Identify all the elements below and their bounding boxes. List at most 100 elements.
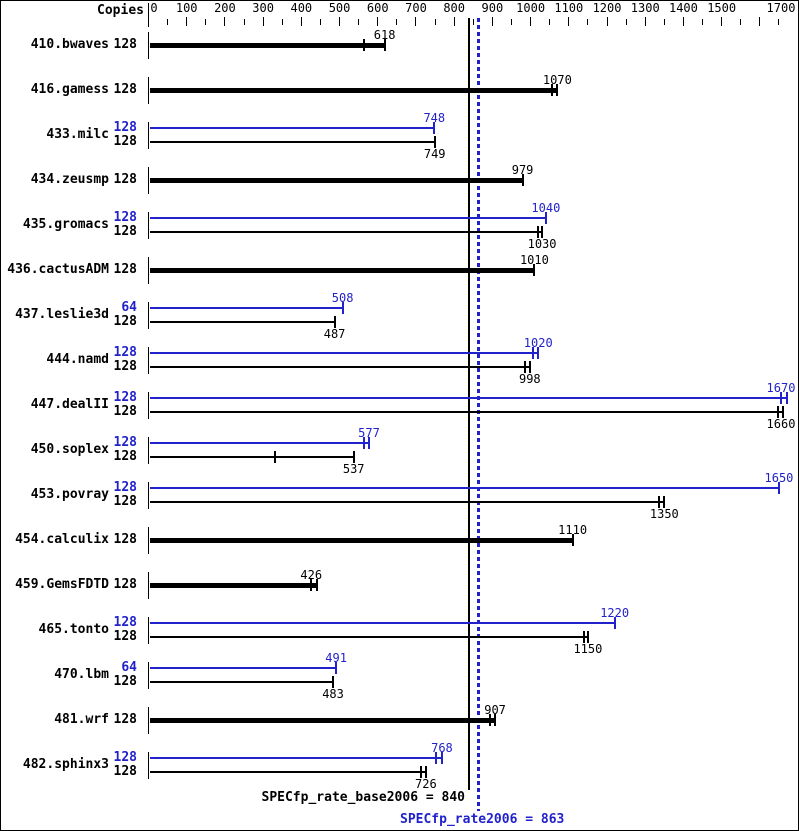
result-bar-base [149, 366, 530, 368]
value-label: 726 [415, 777, 437, 791]
copies-label: 64 [121, 660, 137, 675]
benchmark-label: 459.GemsFDTD [15, 577, 109, 592]
axis-label: 700 [405, 1, 427, 15]
axis-major-tick [721, 17, 723, 26]
copies-label: 128 [113, 82, 137, 97]
copies-label: 128 [113, 390, 137, 405]
axis-major-tick [224, 17, 226, 26]
specfp-rate-peak-result: SPECfp_rate2006 = 863 [400, 812, 565, 827]
axis-minor-tick [549, 19, 551, 25]
benchmark-label: 481.wrf [54, 712, 109, 727]
axis-label: 1400 [668, 1, 698, 15]
group-axis-segment [148, 167, 149, 194]
copies-label: 128 [113, 615, 137, 630]
copies-label: 128 [113, 629, 137, 644]
run-tick [363, 437, 366, 449]
result-bar-base [149, 582, 317, 588]
group-axis-segment [148, 122, 149, 149]
copies-label: 128 [113, 224, 137, 239]
specfp-rate-base-result: SPECfp_rate_base2006 = 840 [261, 790, 466, 805]
run-tick [533, 264, 536, 276]
group-axis-segment [148, 707, 149, 734]
axis-minor-tick [281, 19, 283, 25]
reference-line-peak [476, 18, 480, 811]
run-tick [777, 482, 780, 494]
run-tick [310, 579, 313, 591]
copies-label: 128 [113, 172, 137, 187]
result-bar-base [149, 177, 523, 183]
result-bar-base [149, 501, 665, 503]
benchmark-label: 433.milc [46, 127, 109, 142]
value-label: 749 [423, 147, 446, 161]
axis-label: 1000 [516, 1, 546, 15]
result-bar-base [149, 321, 335, 323]
axis-minor-tick [243, 19, 245, 25]
copies-label: 128 [113, 577, 137, 592]
benchmark-label: 436.cactusADM [7, 262, 109, 277]
group-axis-segment [148, 662, 149, 689]
run-tick [537, 226, 540, 238]
group-axis-segment [148, 482, 149, 509]
value-label: 1350 [649, 507, 679, 521]
axis-origin-line [148, 3, 149, 27]
run-tick [785, 392, 788, 404]
run-tick [335, 662, 338, 674]
benchmark-label: 470.lbm [54, 667, 109, 682]
benchmark-label: 435.gromacs [22, 217, 109, 232]
axis-major-tick [339, 17, 341, 26]
value-label: 768 [431, 741, 453, 755]
axis-minor-tick [702, 19, 704, 25]
run-tick [352, 451, 355, 463]
axis-major-tick [606, 17, 608, 26]
run-tick [531, 347, 534, 359]
copies-label: 128 [113, 750, 137, 765]
run-tick [424, 766, 427, 778]
axis-label: 500 [328, 1, 351, 15]
axis-major-tick [415, 17, 417, 26]
run-tick [433, 136, 436, 148]
run-tick [613, 617, 616, 629]
value-label: 487 [323, 327, 346, 341]
result-bar-base [149, 141, 435, 143]
copies-label: 128 [113, 345, 137, 360]
value-label: 1150 [573, 642, 603, 656]
result-bar-peak [149, 397, 787, 399]
value-label: 1660 [766, 417, 796, 431]
benchmark-label: 453.povray [30, 487, 109, 502]
group-axis-segment [148, 77, 149, 104]
result-bar-base [149, 537, 573, 543]
copies-label: 64 [121, 300, 137, 315]
copies-label: 128 [113, 435, 137, 450]
run-tick [435, 752, 438, 764]
axis-major-tick [797, 17, 798, 26]
group-axis-segment [148, 257, 149, 284]
run-tick [489, 714, 492, 726]
result-bar-base [149, 681, 334, 683]
group-axis-segment [148, 617, 149, 644]
copies-label: 128 [113, 37, 137, 52]
result-bar-base [149, 771, 426, 773]
group-axis-segment [148, 527, 149, 554]
value-label: 1220 [600, 606, 630, 620]
result-bar-base [149, 231, 543, 233]
run-tick [551, 84, 554, 96]
axis-label: 800 [443, 1, 466, 15]
copies-label: 128 [113, 449, 137, 464]
copies-label: 128 [113, 674, 137, 689]
result-bar-base [149, 87, 558, 93]
benchmark-label: 454.calculix [15, 532, 109, 547]
copies-column-header: Copies [97, 3, 144, 18]
axis-minor-tick [740, 19, 742, 25]
result-bar-peak [149, 622, 615, 624]
copies-label: 128 [113, 532, 137, 547]
axis-major-tick [262, 17, 264, 26]
value-label: 1110 [558, 523, 588, 537]
copies-label: 128 [113, 404, 137, 419]
run-tick [362, 39, 365, 51]
axis-label: 1500 [707, 1, 737, 15]
reference-line-base [468, 18, 471, 790]
axis-major-tick [682, 17, 684, 26]
copies-label: 128 [113, 480, 137, 495]
run-tick [420, 766, 423, 778]
